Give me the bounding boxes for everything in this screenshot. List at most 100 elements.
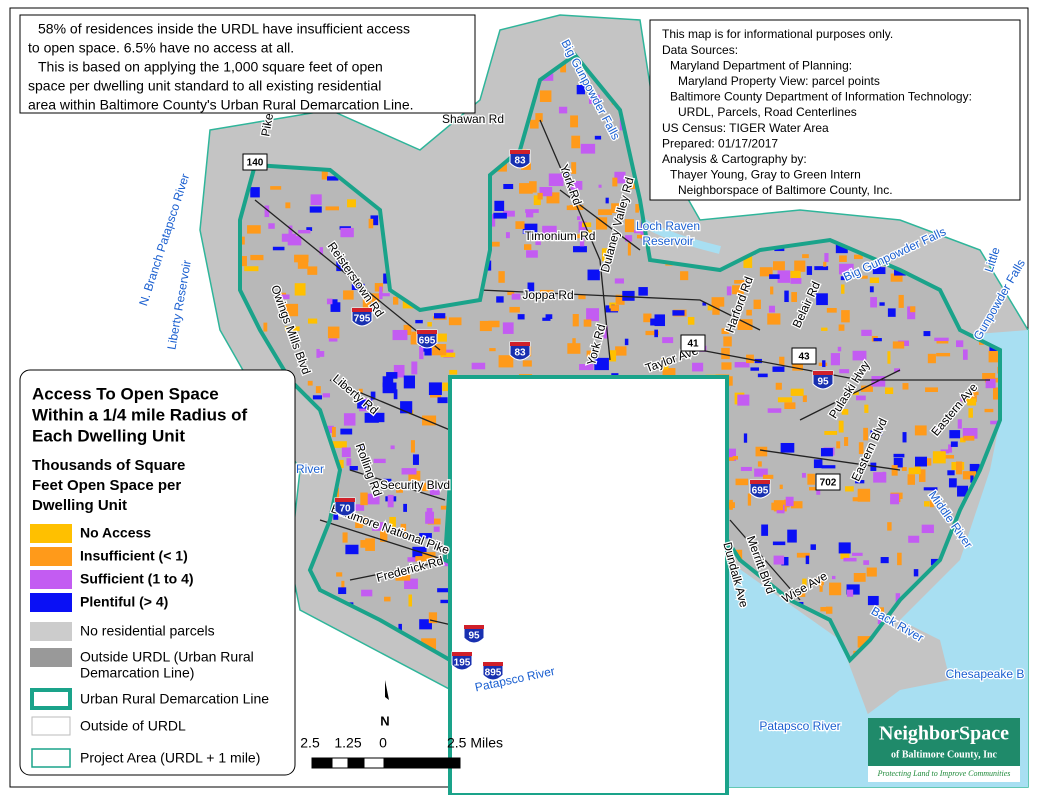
parcel-patch bbox=[844, 437, 849, 446]
parcel-patch bbox=[985, 378, 996, 389]
parcel-patch bbox=[754, 468, 768, 477]
parcel-patch bbox=[530, 119, 539, 129]
sources-text: Maryland Department of Planning: bbox=[670, 58, 852, 72]
parcel-patch bbox=[316, 351, 325, 357]
parcel-patch bbox=[948, 444, 953, 453]
parcel-patch bbox=[448, 317, 462, 326]
interstate-shield bbox=[749, 479, 771, 499]
parcel-patch bbox=[479, 320, 492, 332]
parcel-patch bbox=[890, 493, 900, 505]
parcel-patch bbox=[297, 256, 309, 269]
parcel-patch bbox=[410, 335, 418, 345]
parcel-patch bbox=[379, 286, 383, 300]
parcel-patch bbox=[863, 560, 870, 565]
parcel-patch bbox=[787, 529, 797, 543]
parcel-patch bbox=[914, 465, 921, 470]
parcel-patch bbox=[437, 397, 448, 404]
parcel-patch bbox=[611, 203, 625, 213]
parcel-patch bbox=[876, 265, 882, 271]
parcel-patch bbox=[887, 351, 891, 364]
parcel-patch bbox=[852, 552, 863, 556]
outside-urdl bbox=[448, 375, 729, 797]
parcel-patch bbox=[728, 457, 735, 461]
parcel-patch bbox=[351, 283, 365, 290]
parcel-patch bbox=[384, 596, 391, 602]
parcel-patch bbox=[421, 482, 427, 490]
parcel-patch bbox=[361, 589, 373, 597]
parcel-patch bbox=[949, 430, 961, 439]
sources-text: URDL, Parcels, Road Centerlines bbox=[678, 105, 857, 119]
logo-tagline: Protecting Land to Improve Communities bbox=[877, 769, 1011, 778]
parcel-patch bbox=[588, 94, 600, 104]
parcel-patch bbox=[412, 546, 427, 559]
parcel-patch bbox=[294, 283, 306, 296]
parcel-patch bbox=[805, 555, 810, 565]
scale-label: 0 bbox=[379, 735, 387, 751]
parcel-patch bbox=[493, 212, 507, 219]
parcel-patch bbox=[750, 367, 760, 371]
parcel-patch bbox=[598, 209, 613, 215]
parcel-patch bbox=[645, 330, 659, 336]
parcel-patch bbox=[897, 552, 902, 566]
parcel-patch bbox=[964, 391, 979, 396]
parcel-patch bbox=[840, 553, 850, 559]
parcel-patch bbox=[910, 306, 916, 313]
parcel-patch bbox=[614, 171, 626, 184]
parcel-patch bbox=[790, 388, 804, 396]
scale-label: 1.25 bbox=[334, 735, 361, 751]
parcel-patch bbox=[429, 483, 440, 495]
parcel-patch bbox=[307, 380, 313, 386]
parcel-patch bbox=[729, 499, 733, 510]
road bbox=[729, 519, 801, 601]
parcel-patch bbox=[535, 113, 543, 122]
parcel-patch bbox=[839, 255, 847, 262]
parcel-patch bbox=[735, 478, 749, 486]
parcel-patch bbox=[412, 454, 419, 465]
legend-label: Outside of URDL bbox=[80, 718, 186, 734]
parcel-patch bbox=[360, 443, 365, 450]
parcel-patch bbox=[345, 544, 359, 555]
parcel-patch bbox=[272, 246, 285, 251]
parcel-patch bbox=[907, 306, 916, 320]
parcel-patch bbox=[914, 425, 927, 436]
parcel-patch bbox=[395, 574, 411, 581]
parcel-patch bbox=[594, 135, 602, 140]
interstate-shield bbox=[482, 661, 504, 681]
logo-name: NeighborSpace bbox=[879, 723, 1009, 745]
parcel-patch bbox=[838, 542, 851, 554]
parcel-patch bbox=[542, 225, 557, 237]
parcel-patch bbox=[539, 187, 553, 197]
parcel-patch bbox=[743, 255, 753, 268]
parcel-patch bbox=[316, 348, 320, 358]
parcel-patch bbox=[960, 437, 966, 443]
parcel-patch bbox=[332, 426, 336, 438]
parcel-patch bbox=[822, 360, 826, 368]
legend-swatch bbox=[31, 748, 71, 768]
parcel-patch bbox=[908, 467, 921, 475]
sources-text: Data Sources: bbox=[662, 43, 738, 57]
parcel-patch bbox=[570, 115, 579, 128]
parcel-patch bbox=[382, 382, 397, 394]
shield-number: 43 bbox=[798, 352, 810, 363]
shield-band bbox=[417, 330, 437, 334]
parcel-patch bbox=[400, 523, 407, 537]
legend-swatch bbox=[30, 593, 72, 612]
parcel-patch bbox=[723, 336, 732, 347]
parcel-patch bbox=[566, 205, 574, 211]
parcel-patch bbox=[341, 580, 345, 592]
parcel-patch bbox=[328, 338, 338, 342]
parcel-patch bbox=[950, 441, 958, 447]
parcel-patch bbox=[795, 588, 806, 597]
parcel-patch bbox=[970, 475, 974, 483]
road bbox=[254, 199, 441, 351]
parcel-patch bbox=[336, 259, 347, 272]
parcel-patch bbox=[306, 227, 313, 232]
parcel-patch bbox=[773, 555, 785, 565]
parcel-patch bbox=[389, 516, 396, 529]
parcel-patch bbox=[433, 526, 440, 532]
parcel-patch bbox=[990, 420, 1000, 425]
parcel-patch bbox=[250, 187, 260, 198]
parcel-patch bbox=[250, 254, 264, 261]
parcel-patch bbox=[934, 425, 943, 431]
